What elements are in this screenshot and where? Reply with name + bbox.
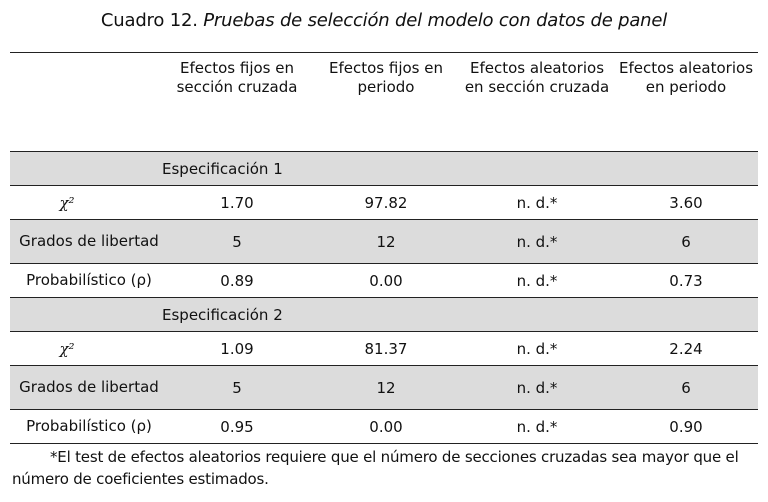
- row-label-chi: χ²: [59, 339, 75, 358]
- table-cell: 81.37: [364, 339, 408, 358]
- row-label-chi: χ²: [59, 193, 75, 212]
- table-cell: n. d.*: [460, 365, 614, 410]
- table-cell: 1.09: [220, 339, 254, 358]
- table-cell: 1.70: [220, 193, 254, 212]
- table-cell: 12: [312, 219, 460, 264]
- table-cell: n. d.*: [516, 271, 558, 290]
- row-label-grados: Grados de libertad: [10, 219, 162, 264]
- table-cell: n. d.*: [516, 193, 558, 212]
- spec-2-row: Especificación 2: [10, 297, 758, 332]
- spec-1-grados-row: Grados de libertad 5 12 n. d.* 6: [10, 219, 758, 264]
- table-cell: 0.73: [669, 271, 703, 290]
- header-row: Efectos fijos en sección cruzada Efectos…: [10, 52, 758, 152]
- table-cell: 5: [162, 219, 312, 264]
- spec-2-chi-row: χ² 1.09 81.37 n. d.* 2.24: [10, 332, 758, 366]
- table-cell: 6: [614, 219, 758, 264]
- spec-1-chi-row: χ² 1.70 97.82 n. d.* 3.60: [10, 186, 758, 220]
- header-empty: [10, 53, 162, 152]
- footnote: *El test de efectos aleatorios requiere …: [12, 446, 758, 490]
- spec-1-prob-row: Probabilístico (ρ) 0.89 0.00 n. d.* 0.73: [10, 264, 758, 298]
- table-cell: 12: [312, 365, 460, 410]
- table-cell: 0.95: [220, 417, 254, 436]
- table-cell: 0.89: [220, 271, 254, 290]
- model-selection-table: Efectos fijos en sección cruzada Efectos…: [10, 52, 758, 444]
- footnote-text: *El test de efectos aleatorios requiere …: [12, 448, 739, 488]
- table-cell: n. d.*: [460, 219, 614, 264]
- spec-1-spacer: [10, 151, 162, 186]
- spec-1-row: Especificación 1: [10, 151, 758, 186]
- row-label-prob: Probabilístico (ρ): [26, 417, 152, 435]
- table-cell: 6: [614, 365, 758, 410]
- table-cell: 0.00: [369, 417, 403, 436]
- table-cell: 0.00: [369, 271, 403, 290]
- header-random-period: Efectos aleatorios en periodo: [618, 59, 754, 96]
- table-caption: Cuadro 12. Pruebas de selección del mode…: [0, 10, 768, 31]
- table-cell: 5: [162, 365, 312, 410]
- table-cell: n. d.*: [516, 339, 558, 358]
- spec-1-label: Especificación 1: [162, 151, 758, 186]
- spec-2-spacer: [10, 297, 162, 332]
- table-cell: 2.24: [669, 339, 703, 358]
- table-cell: 97.82: [364, 193, 408, 212]
- table-cell: 0.90: [669, 417, 703, 436]
- row-label-prob: Probabilístico (ρ): [26, 271, 152, 289]
- table-cell: n. d.*: [516, 417, 558, 436]
- caption-prefix: Cuadro 12.: [100, 10, 204, 31]
- table-cell: 3.60: [669, 193, 703, 212]
- header-fixed-cross-section: Efectos fijos en sección cruzada: [176, 59, 298, 96]
- row-label-grados: Grados de libertad: [10, 365, 162, 410]
- header-fixed-period: Efectos fijos en periodo: [329, 59, 443, 96]
- spec-2-grados-row: Grados de libertad 5 12 n. d.* 6: [10, 365, 758, 410]
- caption-title: Pruebas de selección del modelo con dato…: [203, 10, 668, 31]
- header-random-cross-section: Efectos aleatorios en sección cruzada: [464, 59, 610, 96]
- spec-2-label: Especificación 2: [162, 297, 758, 332]
- spec-2-prob-row: Probabilístico (ρ) 0.95 0.00 n. d.* 0.90: [10, 410, 758, 444]
